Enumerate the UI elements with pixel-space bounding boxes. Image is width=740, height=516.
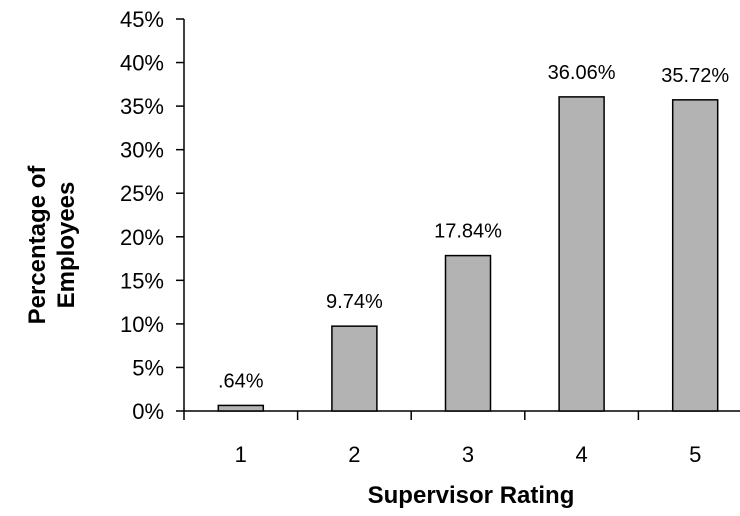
bar-rating-3: [444, 254, 492, 412]
y-tick-label: 45%: [120, 7, 164, 32]
data-label: 17.84%: [434, 221, 502, 243]
x-axis-title: Supervisor Rating: [368, 482, 575, 509]
y-axis-title: Percentage of Employees: [24, 165, 80, 325]
x-tick-label: 1: [235, 442, 247, 467]
y-axis-title-line-1: Percentage of: [24, 165, 51, 325]
y-tick-label: 5%: [132, 355, 164, 380]
y-axis-title-line-2: Employees: [53, 182, 80, 309]
x-tick-label: 5: [689, 442, 701, 467]
bar-rating-4: [558, 96, 605, 412]
y-tick-label: 30%: [120, 138, 164, 163]
bar-rating-5: [671, 99, 719, 412]
data-label: 36.06%: [548, 62, 616, 84]
y-tick-label: 0%: [132, 399, 164, 424]
data-label: 9.74%: [326, 291, 383, 313]
y-tick-label: 10%: [120, 312, 164, 337]
x-tick-label: 2: [348, 442, 360, 467]
x-tick-label: 3: [462, 442, 474, 467]
data-label: .64%: [218, 370, 264, 392]
y-tick-label: 25%: [120, 181, 164, 206]
data-label: 35.72%: [661, 65, 729, 87]
bar-rating-2: [331, 325, 378, 412]
y-tick-label: 35%: [120, 94, 164, 119]
bar-rating-1: [217, 404, 265, 412]
plot-area: 0% 5% 10% 15% 20% 25% 30% 35% 40% 45% 1 .64% 2 9.74% 3…: [120, 7, 740, 467]
y-tick-label: 15%: [120, 268, 164, 293]
x-tick-label: 4: [575, 442, 587, 467]
y-tick-label: 20%: [120, 225, 164, 250]
y-tick-label: 40%: [120, 51, 164, 76]
